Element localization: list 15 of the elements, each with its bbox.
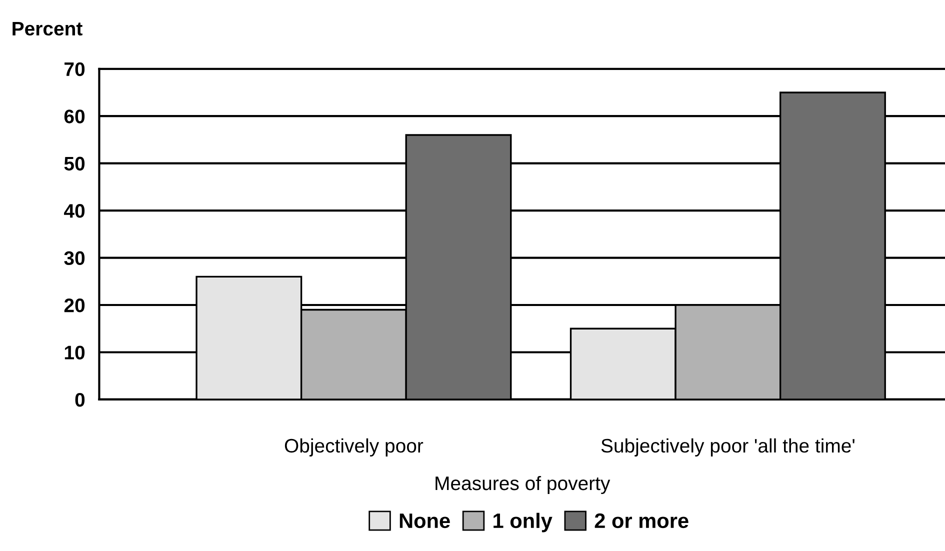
- y-tick-label: 30: [64, 251, 85, 266]
- y-tick-label: 70: [64, 62, 85, 76]
- x-axis-title: Measures of poverty: [436, 476, 610, 494]
- y-axis-title: Percent: [12, 22, 82, 36]
- y-tick-label: 10: [64, 346, 85, 360]
- legend-label: None: [400, 514, 450, 528]
- legend-label: 1 only: [494, 512, 552, 532]
- x-tick-label: Objectively poor: [284, 438, 424, 456]
- y-tick-label: 0: [75, 392, 85, 407]
- y-tick-label: 60: [64, 110, 85, 124]
- legend-label: 2 or more: [594, 513, 688, 528]
- y-tick-label: 20: [64, 298, 85, 312]
- y-tick-label: 50: [64, 156, 85, 171]
- x-tick-label: Subjectively poor 'all the time': [601, 438, 854, 456]
- y-tick-label: 40: [64, 204, 85, 218]
